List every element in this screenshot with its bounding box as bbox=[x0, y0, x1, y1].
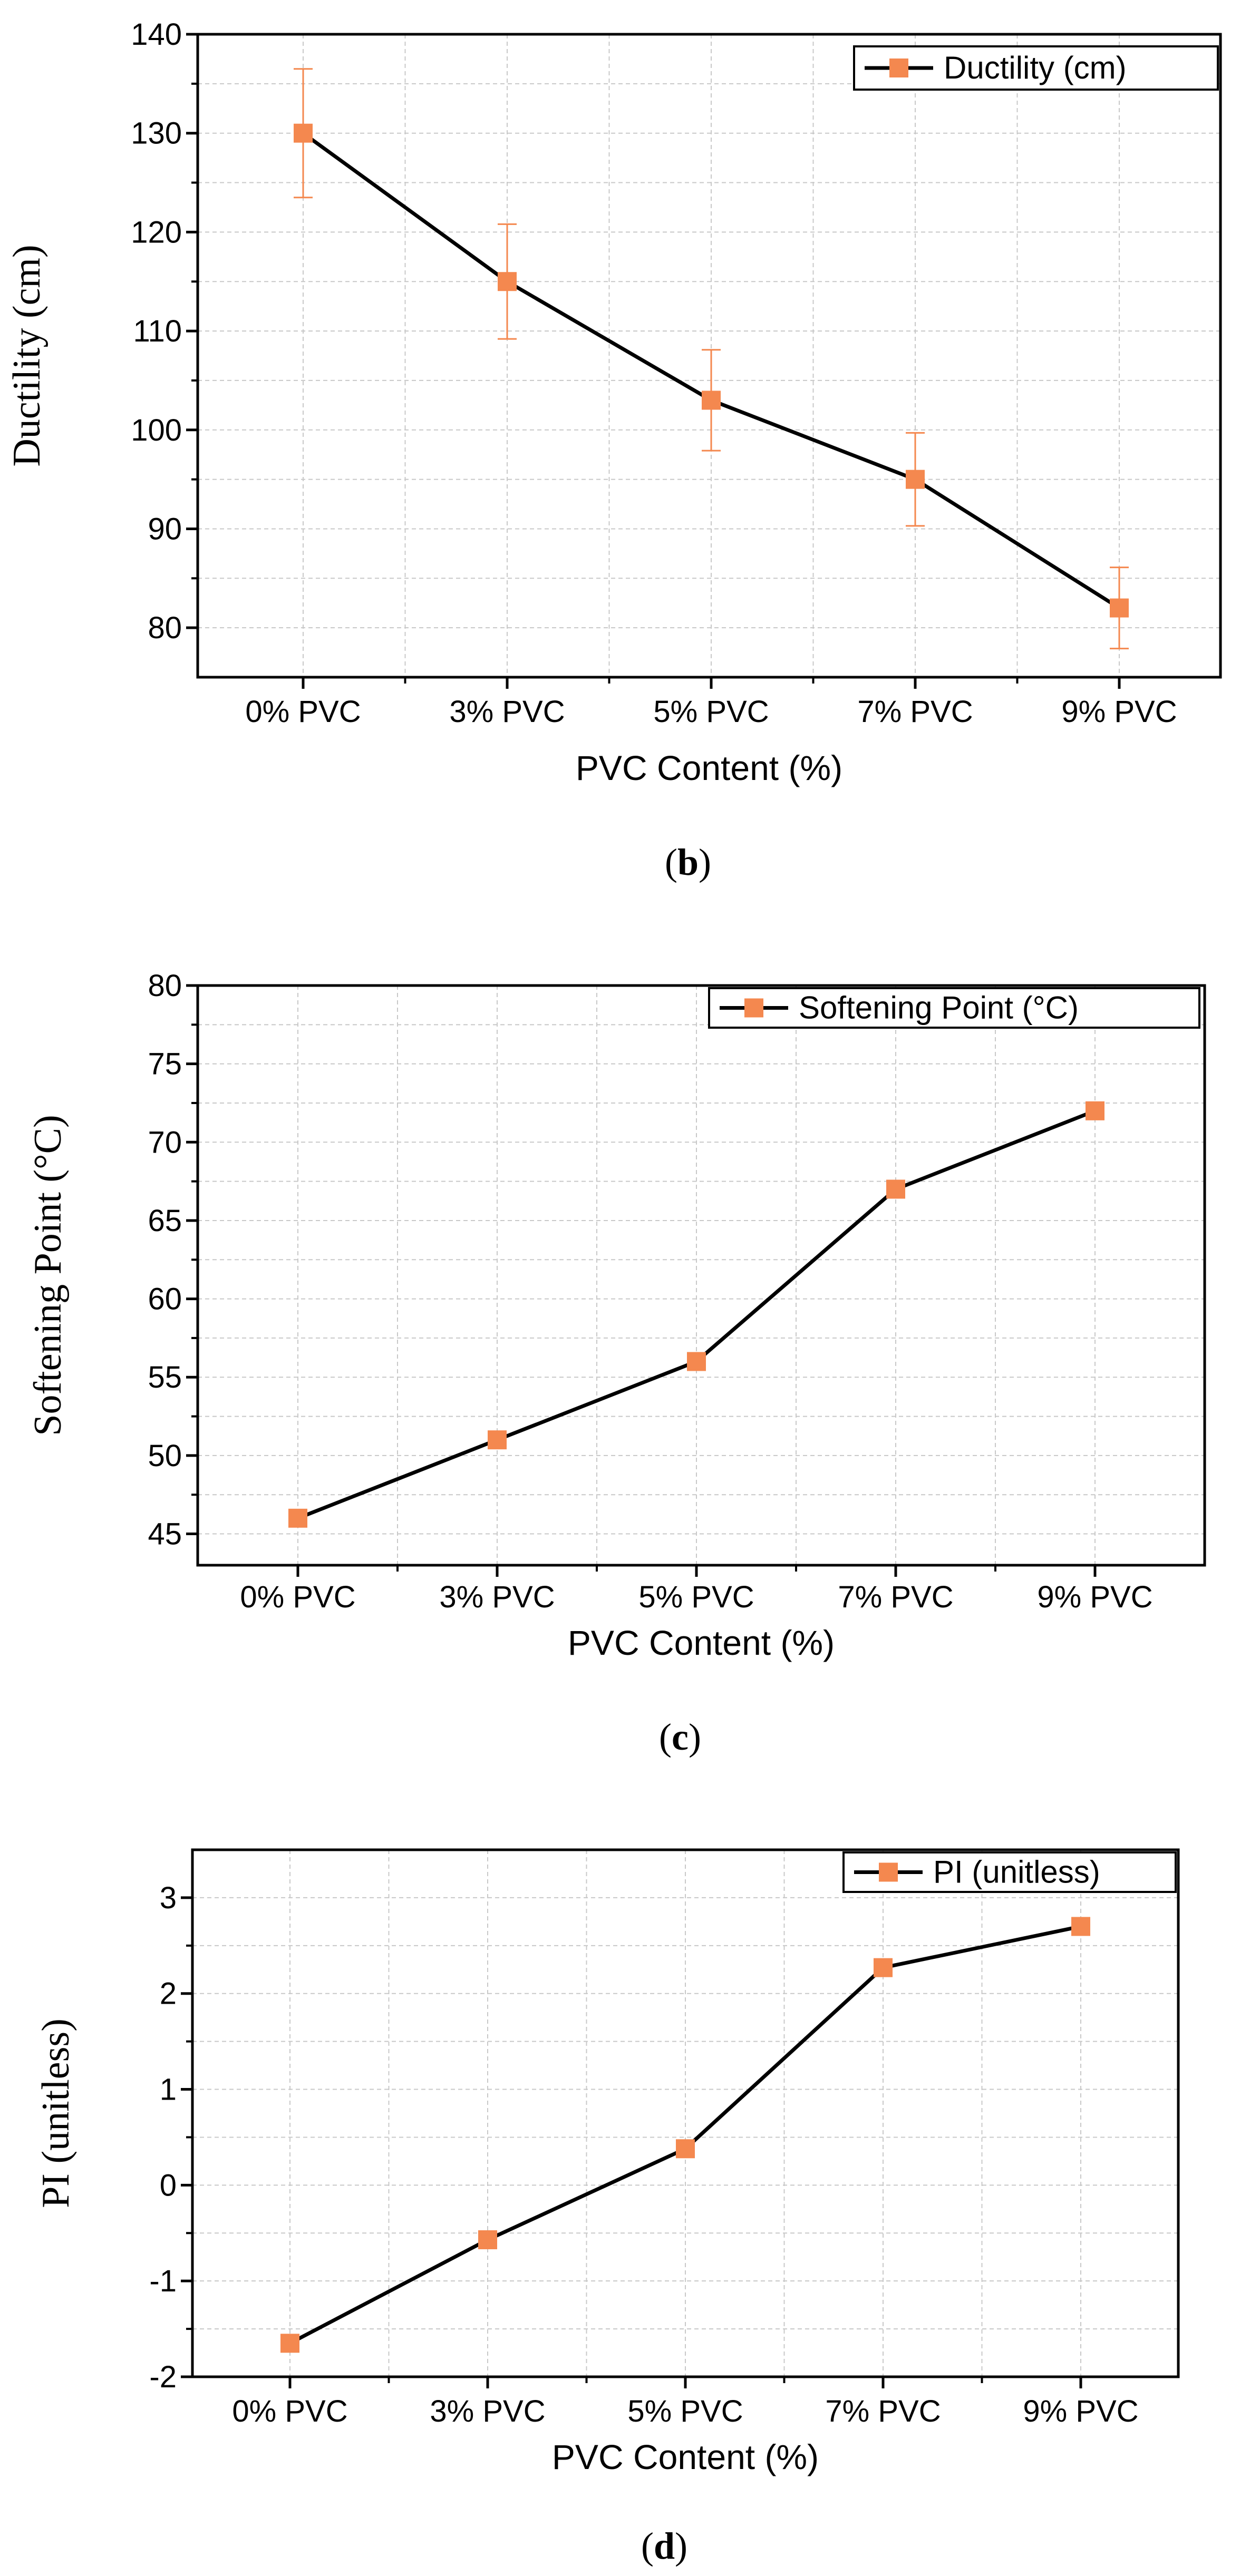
y-tick-label: 70 bbox=[148, 1125, 182, 1159]
y-tick-label: -2 bbox=[149, 2360, 177, 2394]
y-tick-label: 65 bbox=[148, 1204, 182, 1238]
y-axis-title: Ductility (cm) bbox=[5, 245, 49, 466]
x-tick-label: 3% PVC bbox=[439, 1580, 555, 1614]
x-tick-label: 0% PVC bbox=[232, 2394, 347, 2428]
y-tick-label: 1 bbox=[160, 2073, 177, 2107]
y-tick-label: 0 bbox=[160, 2168, 177, 2202]
y-tick-label: 110 bbox=[133, 314, 182, 348]
data-point bbox=[676, 2139, 695, 2159]
data-point bbox=[1110, 598, 1129, 618]
data-point bbox=[702, 391, 721, 410]
y-tick-label: 75 bbox=[148, 1047, 182, 1081]
y-axis-title: Softening Point (°C) bbox=[26, 1115, 70, 1436]
data-point bbox=[280, 2334, 299, 2353]
x-tick-label: 5% PVC bbox=[638, 1580, 754, 1614]
y-tick-label: 90 bbox=[148, 512, 182, 546]
data-point bbox=[1086, 1101, 1104, 1120]
x-tick-label: 3% PVC bbox=[430, 2394, 545, 2428]
legend-label: PI (unitless) bbox=[933, 1855, 1100, 1890]
legend-marker bbox=[889, 58, 908, 77]
y-tick-label: 60 bbox=[148, 1282, 182, 1316]
y-tick-label: 80 bbox=[148, 611, 182, 645]
y-tick-label: 120 bbox=[131, 215, 182, 249]
plot-frame bbox=[191, 1848, 1180, 2378]
data-point bbox=[488, 1430, 507, 1450]
y-tick-label: 2 bbox=[160, 1977, 177, 2011]
y-tick-label: 50 bbox=[148, 1439, 182, 1473]
data-point bbox=[874, 1958, 893, 1977]
plot-frame bbox=[196, 984, 1206, 1567]
x-tick-label: 7% PVC bbox=[857, 695, 973, 729]
y-tick-label: 45 bbox=[148, 1517, 182, 1552]
data-point bbox=[294, 123, 313, 143]
panel-caption: (b) bbox=[665, 841, 711, 883]
x-tick-label: 0% PVC bbox=[240, 1580, 355, 1614]
legend-label: Softening Point (°C) bbox=[799, 990, 1079, 1026]
data-point bbox=[1071, 1917, 1090, 1936]
y-tick-label: -1 bbox=[149, 2264, 177, 2298]
x-tick-label: 5% PVC bbox=[627, 2394, 743, 2428]
y-tick-label: 55 bbox=[148, 1360, 182, 1394]
x-axis-title: PVC Content (%) bbox=[568, 1623, 835, 1662]
panel-caption: (d) bbox=[641, 2525, 687, 2567]
data-point bbox=[288, 1508, 307, 1528]
plot-frame bbox=[196, 33, 1222, 679]
legend-label: Ductility (cm) bbox=[944, 50, 1127, 85]
y-tick-label: 100 bbox=[131, 413, 182, 447]
chart-panel-d: -2 -1 0 1 2 3 0% PVC 3% PVC 5% PVC 7% PVC 9% PVC PV… bbox=[34, 1848, 1180, 2567]
x-tick-label: 7% PVC bbox=[838, 1580, 953, 1614]
x-tick-label: 0% PVC bbox=[245, 695, 361, 729]
y-tick-label: 140 bbox=[131, 17, 182, 52]
data-point bbox=[478, 2230, 497, 2249]
y-axis-title: PI (unitless) bbox=[34, 2018, 77, 2208]
x-tick-label: 9% PVC bbox=[1037, 1580, 1152, 1614]
data-point bbox=[886, 1179, 905, 1199]
y-tick-label: 130 bbox=[131, 116, 182, 151]
x-tick-label: 3% PVC bbox=[449, 695, 565, 729]
x-tick-label: 5% PVC bbox=[653, 695, 769, 729]
panel-caption: (c) bbox=[659, 1716, 701, 1758]
chart-panel-c: 45 50 55 60 65 70 75 80 0% PVC 3% PVC 5% PVC 7% PVC… bbox=[26, 969, 1206, 1758]
data-point bbox=[498, 272, 517, 291]
y-tick-label: 80 bbox=[148, 969, 182, 1003]
y-tick-label: 3 bbox=[160, 1881, 177, 1915]
chart-panel-b: 80 90 100 110 120 130 140 0% PVC 3% PVC 5% PVC 7% … bbox=[5, 17, 1222, 883]
data-point bbox=[906, 470, 925, 489]
x-tick-label: 9% PVC bbox=[1061, 695, 1177, 729]
legend-box bbox=[708, 987, 1200, 1029]
legend-marker bbox=[744, 998, 763, 1018]
x-tick-label: 7% PVC bbox=[825, 2394, 941, 2428]
x-axis-title: PVC Content (%) bbox=[576, 748, 842, 787]
data-point bbox=[687, 1352, 706, 1371]
x-tick-label: 9% PVC bbox=[1023, 2394, 1138, 2428]
legend-marker bbox=[879, 1862, 898, 1882]
x-axis-title: PVC Content (%) bbox=[552, 2437, 819, 2476]
